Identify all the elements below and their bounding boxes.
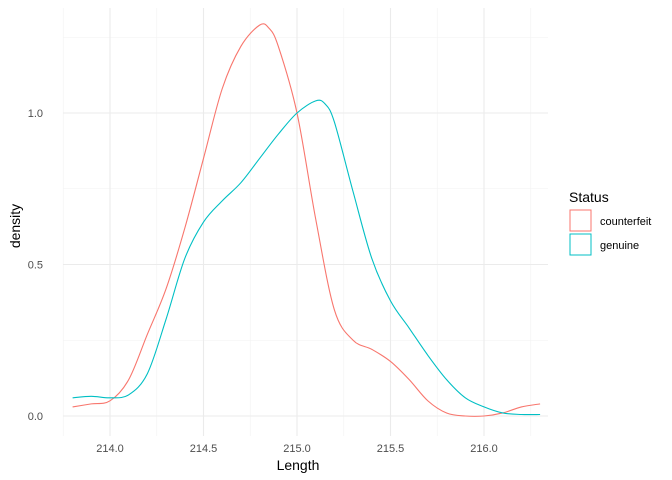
major-gridlines bbox=[63, 8, 548, 436]
x-axis-ticks: 214.0 214.5 215.0 215.5 216.0 bbox=[96, 443, 498, 455]
x-tick-label: 215.5 bbox=[377, 443, 405, 455]
density-series bbox=[72, 23, 541, 417]
x-tick-label: 216.0 bbox=[470, 443, 498, 455]
y-tick-label: 1.0 bbox=[28, 108, 43, 120]
legend-key-genuine bbox=[569, 233, 592, 256]
x-axis-title: Length bbox=[277, 457, 320, 473]
y-tick-label: 0.5 bbox=[28, 260, 43, 272]
density-line-counterfeit bbox=[72, 23, 541, 417]
legend-label-genuine: genuine bbox=[600, 240, 639, 252]
legend-key-counterfeit bbox=[569, 209, 592, 232]
x-tick-label: 214.5 bbox=[190, 443, 218, 455]
x-tick-label: 214.0 bbox=[96, 443, 124, 455]
legend-items: counterfeit genuine bbox=[569, 209, 651, 256]
x-tick-label: 215.0 bbox=[283, 443, 311, 455]
legend-label-counterfeit: counterfeit bbox=[600, 216, 651, 228]
y-axis-ticks: 0.0 0.5 1.0 bbox=[28, 108, 43, 423]
legend-title: Status bbox=[569, 189, 609, 205]
minor-gridlines bbox=[62, 8, 548, 436]
y-axis-title: density bbox=[7, 204, 23, 248]
y-tick-label: 0.0 bbox=[28, 411, 43, 423]
legend: Status counterfeit genuine bbox=[569, 189, 651, 256]
density-line-genuine bbox=[72, 99, 541, 416]
